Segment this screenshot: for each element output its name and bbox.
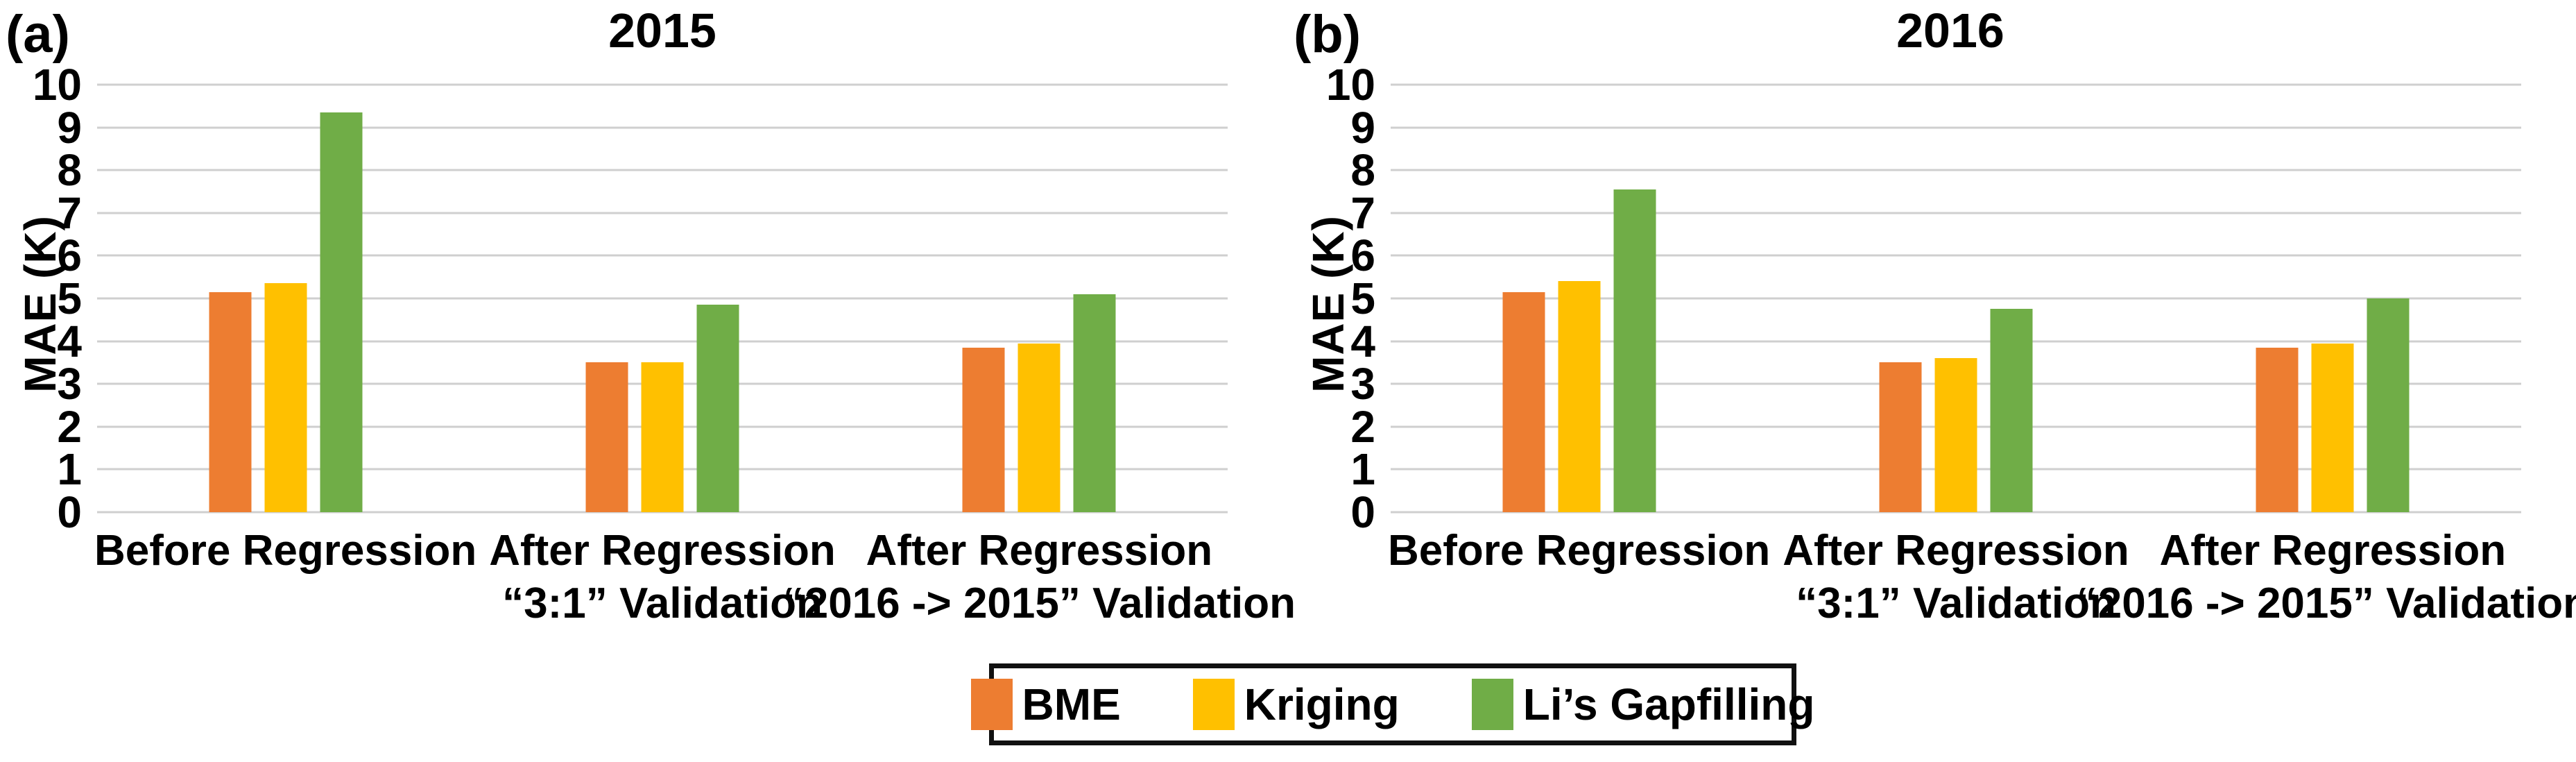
gridline: [1391, 511, 2521, 514]
bar-kriging: [1558, 281, 1601, 512]
bar-group: [1879, 85, 2033, 512]
legend-label: Li’s Gapfilling: [1522, 679, 1815, 729]
gridline: [1391, 340, 2521, 343]
bar-bme: [1502, 291, 1545, 512]
bar-kriging: [641, 362, 684, 512]
gridline: [1391, 126, 2521, 129]
legend-label: Kriging: [1244, 679, 1400, 729]
x-category-label-line: Before Regression: [94, 527, 477, 575]
x-category-label-line: After Regression: [2159, 527, 2507, 575]
x-category-label-line: “3:1” Validation: [502, 579, 823, 627]
x-category-label: After Regression “3:1” Validation: [1783, 525, 2129, 629]
bar-bme: [209, 291, 252, 512]
bar-bme: [1879, 362, 1922, 512]
legend-item-lis-gapfilling: Li’s Gapfilling: [1471, 679, 1815, 730]
bar-group: [585, 85, 739, 512]
gridline: [1391, 212, 2521, 214]
bar-kriging: [2311, 343, 2354, 512]
x-category-label-line: “2016 -> 2015” Validation: [782, 579, 1296, 627]
bar-bme: [962, 347, 1005, 512]
x-category-label-line: “3:1” Validation: [1796, 579, 2116, 627]
chart-panel-a: (a) 2015 MAE (K) 0 1 2 3 4 5 6 7 8 9 10 Before Regr…: [6, 3, 1296, 627]
x-category-label: After Regression “3:1” Validation: [489, 525, 836, 629]
gridline: [97, 511, 1228, 514]
bar-kriging: [1017, 343, 1061, 512]
legend-label: BME: [1022, 679, 1121, 729]
bar-group: [209, 85, 363, 512]
chart-title-2015: 2015: [608, 3, 716, 58]
x-category-label-line: Before Regression: [1388, 527, 1771, 575]
x-category-label-line: “2016 -> 2015” Validation: [2076, 579, 2576, 627]
gridline: [1391, 297, 2521, 300]
legend-item-bme: BME: [970, 679, 1121, 730]
x-category-label: After Regression “2016 -> 2015” Validatio…: [2077, 525, 2576, 629]
x-category-label-line: After Regression: [1783, 527, 2129, 575]
gridline: [97, 126, 1228, 129]
gridline: [97, 83, 1228, 86]
gridline: [97, 169, 1228, 171]
plot-area: 0 1 2 3 4 5 6 7 8 9 10 Before Regression After Regre…: [1326, 62, 2576, 627]
x-category-label-line: After Regression: [866, 527, 1213, 575]
bar-li-s-gapfilling: [2367, 298, 2410, 512]
bar-group: [2256, 85, 2410, 512]
y-axis-label: MAE (K): [1303, 215, 1353, 393]
panel-label-a: (a): [6, 5, 70, 64]
bar-bme: [2256, 347, 2299, 512]
x-category-label: Before Regression: [94, 525, 476, 577]
bar-li-s-gapfilling: [696, 305, 739, 512]
x-category-label-line: After Regression: [489, 527, 836, 575]
gridline: [1391, 169, 2521, 171]
lis-gapfilling-color-swatch: [1471, 679, 1513, 730]
legend: BME Kriging Li’s Gapfilling: [970, 663, 1814, 745]
x-category-label: Before Regression: [1388, 525, 1770, 577]
bar-group: [1502, 85, 1656, 512]
gridline: [97, 212, 1228, 214]
gridline: [1391, 83, 2521, 86]
bar-bme: [585, 362, 628, 512]
bme-color-swatch: [970, 679, 1013, 730]
chart-title-2016: 2016: [1896, 3, 2004, 58]
bar-li-s-gapfilling: [1073, 294, 1116, 512]
x-category-label: After Regression “2016 -> 2015” Validatio…: [783, 525, 1296, 629]
bar-li-s-gapfilling: [1990, 309, 2033, 512]
bar-li-s-gapfilling: [320, 112, 363, 512]
plot-area: 0 1 2 3 4 5 6 7 8 9 10 Before Regression After Regre…: [33, 62, 1296, 627]
legend-item-kriging: Kriging: [1192, 679, 1400, 730]
bar-kriging: [1934, 358, 1977, 512]
gridline: [97, 340, 1228, 343]
gridline: [97, 297, 1228, 300]
bar-group: [962, 85, 1116, 512]
bar-kriging: [264, 283, 307, 512]
chart-panel-b: (b) 2016 MAE (K) 0 1 2 3 4 5 6 7 8 9 10 Before Regr…: [1288, 0, 2576, 762]
gridline: [97, 254, 1228, 257]
panel-label-b: (b): [1294, 5, 1362, 64]
bar-li-s-gapfilling: [1613, 189, 1656, 512]
kriging-color-swatch: [1192, 679, 1235, 730]
gridline: [1391, 254, 2521, 257]
